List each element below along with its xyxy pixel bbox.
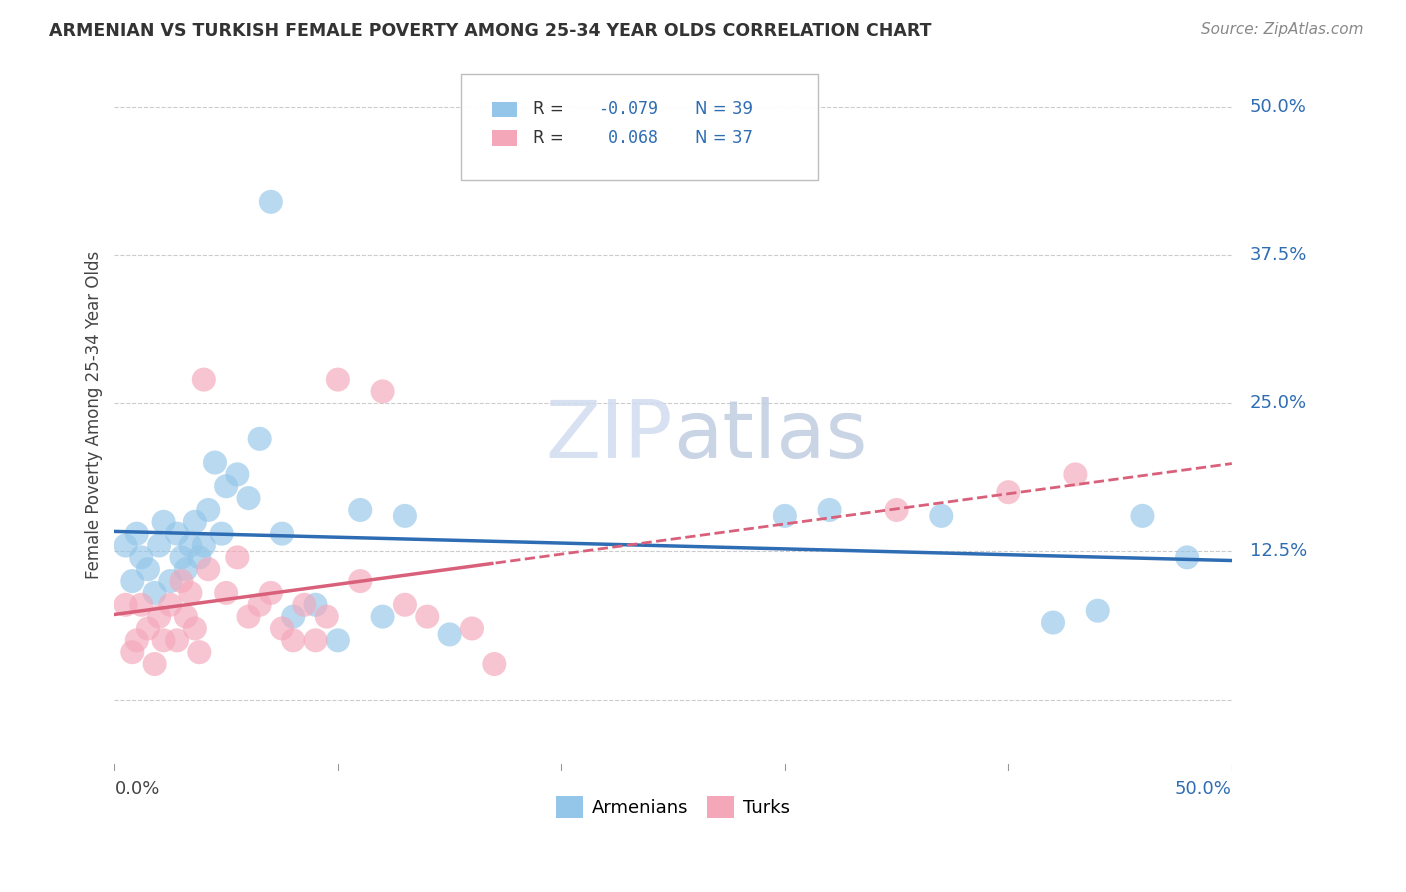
Point [197,503,219,517]
Point [929,508,952,523]
Point [1175,550,1198,565]
Point [271,526,294,541]
Point [121,574,143,588]
Point [304,633,326,648]
Point [226,467,249,482]
Point [143,586,166,600]
Point [315,609,337,624]
Point [416,609,439,624]
Point [174,609,197,624]
Point [197,562,219,576]
Point [249,432,271,446]
Point [193,373,215,387]
Point [121,645,143,659]
Point [226,550,249,565]
Text: Source: ZipAtlas.com: Source: ZipAtlas.com [1201,22,1364,37]
Point [152,633,174,648]
Point [326,633,349,648]
Point [283,609,305,624]
Point [249,598,271,612]
Point [166,633,188,648]
Point [292,598,315,612]
Point [179,539,201,553]
Point [136,622,159,636]
Point [260,586,283,600]
Point [394,508,416,523]
FancyBboxPatch shape [492,130,516,145]
Point [143,657,166,671]
Text: 37.5%: 37.5% [1250,246,1308,264]
Point [204,456,226,470]
Point [170,550,193,565]
Text: 50.0%: 50.0% [1175,780,1232,798]
Point [188,645,211,659]
Point [211,526,233,541]
Text: -0.079: -0.079 [599,101,658,119]
Point [179,586,201,600]
Text: 0.0%: 0.0% [114,780,160,798]
Point [159,574,181,588]
FancyBboxPatch shape [461,74,818,180]
Point [461,622,484,636]
Text: N = 39: N = 39 [696,101,754,119]
Point [484,657,506,671]
Point [148,609,170,624]
Point [188,550,211,565]
Point [439,627,461,641]
Point [238,609,260,624]
Point [238,491,260,505]
Point [1132,508,1154,523]
Point [1087,604,1109,618]
Point [260,194,283,209]
Text: ARMENIAN VS TURKISH FEMALE POVERTY AMONG 25-34 YEAR OLDS CORRELATION CHART: ARMENIAN VS TURKISH FEMALE POVERTY AMONG… [49,22,932,40]
Text: atlas: atlas [673,398,868,475]
Point [215,586,238,600]
Point [997,485,1019,500]
Text: R =: R = [533,101,569,119]
Point [349,574,371,588]
Point [271,622,294,636]
Point [773,508,796,523]
Point [184,515,207,529]
Point [166,526,188,541]
Point [184,622,207,636]
Point [136,562,159,576]
Point [215,479,238,493]
Point [371,384,394,399]
Legend: Armenians, Turks: Armenians, Turks [548,789,797,826]
Point [148,539,170,553]
Text: 50.0%: 50.0% [1250,98,1306,116]
Point [129,598,152,612]
Text: R =: R = [533,128,569,147]
Text: 25.0%: 25.0% [1250,394,1306,412]
Text: 0.068: 0.068 [599,128,658,147]
Point [193,539,215,553]
Point [125,526,148,541]
Text: N = 37: N = 37 [696,128,754,147]
Point [349,503,371,517]
Point [394,598,416,612]
Point [326,373,349,387]
Point [114,598,136,612]
Point [170,574,193,588]
Point [174,562,197,576]
Point [152,515,174,529]
Point [125,633,148,648]
Point [886,503,908,517]
Y-axis label: Female Poverty Among 25-34 Year Olds: Female Poverty Among 25-34 Year Olds [86,251,103,579]
Point [371,609,394,624]
Point [283,633,305,648]
Point [304,598,326,612]
Point [818,503,841,517]
FancyBboxPatch shape [492,102,516,117]
Text: 12.5%: 12.5% [1250,542,1308,560]
Point [1042,615,1064,630]
Point [1064,467,1087,482]
Point [129,550,152,565]
Point [114,539,136,553]
Text: ZIP: ZIP [546,398,673,475]
Point [159,598,181,612]
